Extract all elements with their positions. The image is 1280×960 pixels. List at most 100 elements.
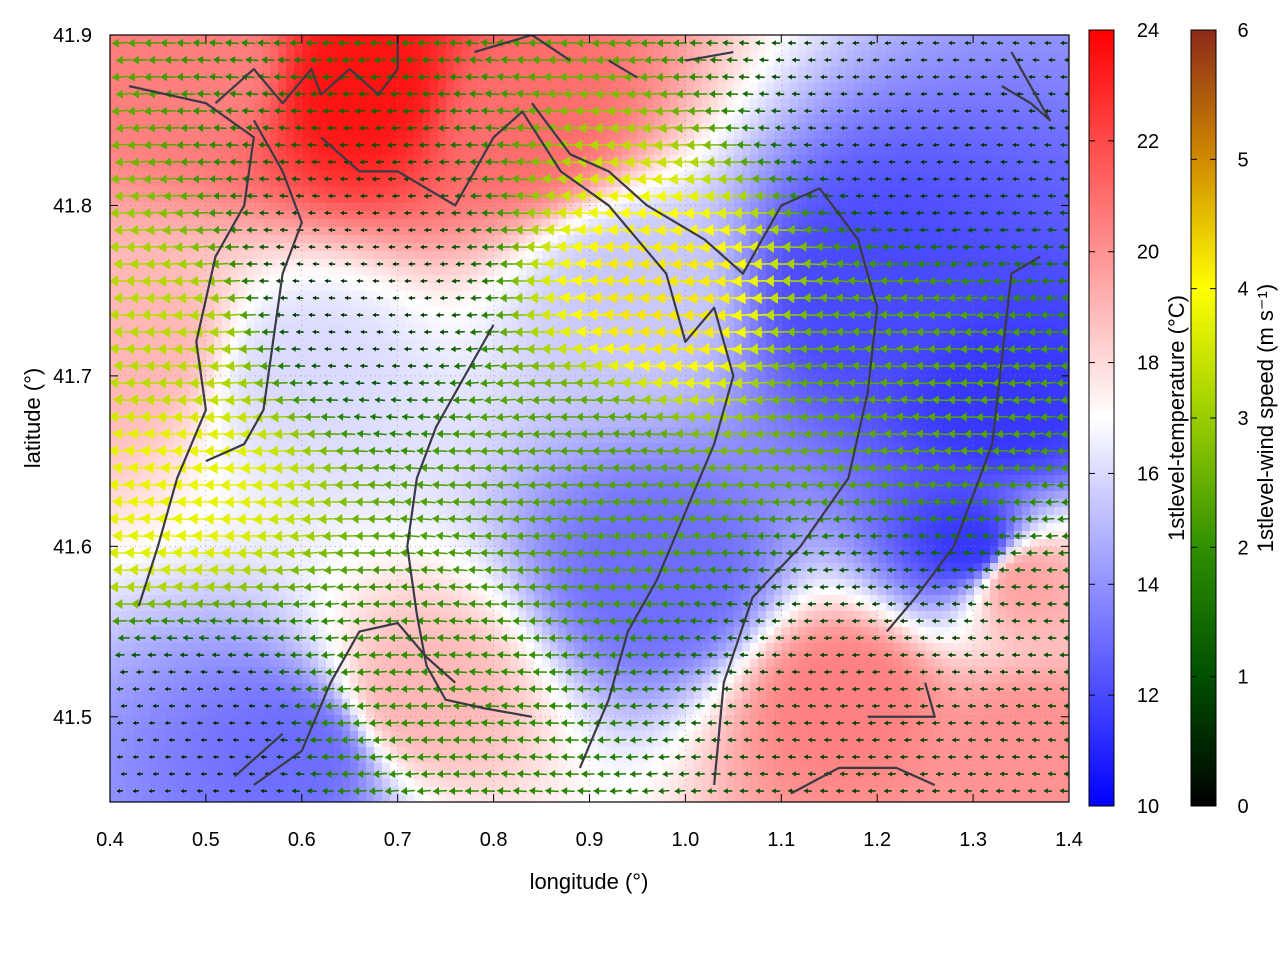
heatmap-cell (302, 667, 311, 676)
heatmap-cell (430, 379, 439, 388)
heatmap-cell (286, 419, 295, 428)
heatmap-cell (166, 75, 175, 84)
heatmap-cell (214, 67, 223, 76)
heatmap-cell (238, 291, 247, 300)
heatmap-cell (398, 475, 407, 484)
heatmap-cell (262, 779, 271, 788)
heatmap-cell (422, 75, 431, 84)
heatmap-cell (494, 715, 503, 724)
heatmap-cell (198, 779, 207, 788)
heatmap-cell (262, 235, 271, 244)
heatmap-cell (382, 611, 391, 620)
heatmap-cell (430, 763, 439, 772)
heatmap-cell (406, 99, 415, 108)
heatmap-cell (270, 571, 279, 580)
heatmap-cell (166, 219, 175, 228)
heatmap-cell (310, 339, 319, 348)
heatmap-cell (318, 675, 327, 684)
heatmap-cell (118, 691, 127, 700)
heatmap-cell (254, 475, 263, 484)
heatmap-cell (382, 691, 391, 700)
heatmap-cell (334, 683, 343, 692)
heatmap-cell (246, 355, 255, 364)
heatmap-cell (174, 59, 183, 68)
heatmap-cell (302, 403, 311, 412)
heatmap-cell (238, 595, 247, 604)
heatmap-cell (446, 267, 455, 276)
heatmap-cell (326, 747, 335, 756)
heatmap-cell (278, 691, 287, 700)
heatmap-cell (230, 539, 239, 548)
heatmap-cell (190, 475, 199, 484)
heatmap-cell (366, 43, 375, 52)
heatmap-cell (158, 739, 167, 748)
heatmap-cell (126, 155, 135, 164)
heatmap-cell (446, 179, 455, 188)
heatmap-cell (390, 219, 399, 228)
heatmap-cell (318, 411, 327, 420)
heatmap-cell (278, 347, 287, 356)
heatmap-cell (142, 139, 151, 148)
heatmap-cell (374, 347, 383, 356)
heatmap-cell (414, 203, 423, 212)
heatmap-cell (182, 99, 191, 108)
heatmap-cell (222, 195, 231, 204)
heatmap-cell (182, 427, 191, 436)
heatmap-cell (374, 203, 383, 212)
heatmap-cell (118, 139, 127, 148)
heatmap-cell (366, 539, 375, 548)
heatmap-cell (414, 723, 423, 732)
heatmap-cell (406, 435, 415, 444)
heatmap-cell (334, 131, 343, 140)
heatmap-cell (230, 315, 239, 324)
heatmap-cell (198, 283, 207, 292)
heatmap-cell (206, 203, 215, 212)
heatmap-cell (422, 403, 431, 412)
heatmap-cell (230, 451, 239, 460)
heatmap-cell (302, 83, 311, 92)
heatmap-cell (422, 299, 431, 308)
heatmap-cell (126, 787, 135, 796)
heatmap-cell (390, 451, 399, 460)
heatmap-cell (278, 147, 287, 156)
heatmap-cell (334, 275, 343, 284)
heatmap-cell (142, 507, 151, 516)
heatmap-cell (110, 315, 119, 324)
heatmap-cell (182, 755, 191, 764)
heatmap-cell (214, 755, 223, 764)
heatmap-cell (222, 571, 231, 580)
heatmap-cell (254, 443, 263, 452)
heatmap-cell (302, 459, 311, 468)
heatmap-cell (390, 579, 399, 588)
heatmap-cell (142, 675, 151, 684)
heatmap-cell (238, 211, 247, 220)
heatmap-cell (286, 587, 295, 596)
heatmap-cell (134, 147, 143, 156)
heatmap-cell (222, 419, 231, 428)
heatmap-cell (270, 643, 279, 652)
heatmap-cell (414, 355, 423, 364)
heatmap-cell (454, 795, 463, 802)
heatmap-cell (174, 163, 183, 172)
heatmap-cell (294, 147, 303, 156)
heatmap-cell (310, 747, 319, 756)
heatmap-cell (342, 99, 351, 108)
heatmap-cell (262, 83, 271, 92)
heatmap-cell (422, 435, 431, 444)
heatmap-cell (366, 211, 375, 220)
heatmap-cell (414, 403, 423, 412)
heatmap-cell (286, 123, 295, 132)
heatmap-cell (342, 235, 351, 244)
heatmap-cell (318, 131, 327, 140)
heatmap-cell (214, 547, 223, 556)
heatmap-cell (326, 491, 335, 500)
heatmap-cell (334, 603, 343, 612)
heatmap-cell (270, 283, 279, 292)
heatmap-cell (478, 323, 487, 332)
heatmap-cell (374, 619, 383, 628)
heatmap-cell (366, 411, 375, 420)
heatmap-cell (342, 219, 351, 228)
heatmap-cell (118, 443, 127, 452)
heatmap-cell (302, 131, 311, 140)
heatmap-cell (238, 251, 247, 260)
